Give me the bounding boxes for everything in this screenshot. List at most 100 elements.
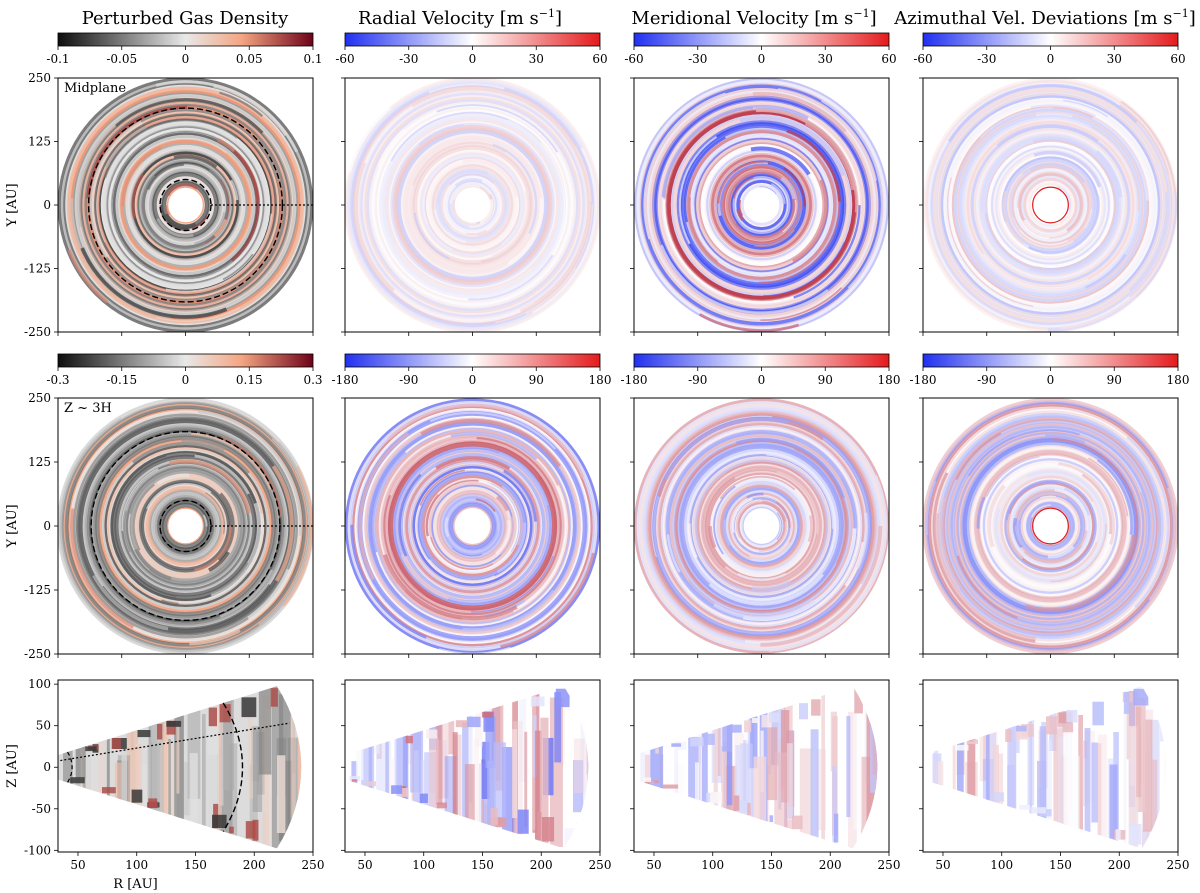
disk-ring [368, 100, 577, 310]
wedge-streak [860, 756, 871, 849]
disk-streak [643, 92, 726, 240]
disk-ring [700, 465, 823, 587]
wedge-streak [376, 740, 386, 816]
disk-ring [412, 466, 532, 586]
wedge-edge-patch [455, 720, 468, 728]
wedge-edge-patch [1046, 716, 1058, 735]
wedge-streak [1160, 686, 1167, 742]
disk-ring [986, 140, 1115, 270]
wedge-edge-patch [400, 788, 409, 798]
wedge-streak [512, 729, 518, 818]
disk-streak [139, 539, 176, 574]
disk-streak [165, 213, 273, 293]
disk-ring [693, 137, 830, 273]
disk-ring [675, 119, 848, 291]
disk-streak [436, 104, 559, 153]
wedge-streak [1152, 759, 1158, 849]
disk-streak [393, 243, 535, 294]
disk-streak [80, 247, 228, 319]
wedge-edge-patch [537, 812, 542, 840]
disk-streak [739, 116, 846, 177]
disk-streak [1002, 220, 1037, 255]
panel-1-1 [58, 78, 313, 332]
disk-streak [1058, 462, 1115, 545]
wedge-streak [832, 766, 837, 849]
disk-streak [495, 520, 511, 555]
disk-streak [471, 555, 554, 613]
disk-streak [213, 218, 228, 238]
disk-ring [439, 492, 506, 560]
disk-streak [462, 589, 555, 631]
wedge-edge-patch [495, 817, 507, 827]
disk-streak [739, 199, 744, 216]
disk-streak [480, 529, 499, 551]
colorbar-tick-label: -90 [688, 373, 707, 387]
disk-ring [95, 435, 276, 617]
disk-streak [134, 548, 172, 581]
disk-ring [1012, 167, 1089, 243]
wedge-streak [1069, 755, 1080, 849]
wedge-edge-patch [1005, 729, 1012, 742]
disk-streak [775, 501, 791, 528]
disk-streak [165, 204, 172, 216]
disk-streak [350, 524, 427, 639]
disk-streak [418, 123, 464, 146]
disk-ring [991, 467, 1110, 585]
y-tick-label: -125 [24, 262, 51, 276]
disk-streak [444, 517, 450, 538]
wedge-streak [258, 686, 272, 775]
disk-ring [683, 448, 840, 604]
disk-streak [786, 129, 841, 202]
wedge-streak [85, 715, 99, 846]
disk-ring [681, 125, 842, 285]
disk-ring [635, 79, 888, 331]
wedge-edge-patch [834, 813, 839, 843]
wedge-edge-patch [530, 696, 545, 707]
disk-streak [363, 105, 414, 164]
disk-streak [792, 179, 828, 264]
disk-streak [500, 552, 595, 649]
disk-ring [1020, 496, 1081, 556]
inner-edge [1032, 186, 1069, 224]
wedge-streak [247, 716, 250, 782]
disk-streak [766, 453, 835, 529]
disk-streak [1084, 253, 1127, 289]
disk-ring [102, 121, 269, 289]
colorbar-tick-label: 0 [1047, 52, 1055, 66]
disk-streak [105, 125, 147, 168]
disk-streak [793, 437, 844, 480]
disk-streak [229, 179, 239, 201]
wedge-edge-patch [70, 777, 85, 784]
x-tick-label: 150 [471, 858, 494, 872]
disk-ring [399, 131, 546, 279]
disk-streak [678, 135, 718, 245]
wedge-streak [1126, 691, 1137, 760]
disk-streak [1009, 169, 1032, 231]
disk-ring [84, 103, 287, 307]
wedge-streak [63, 718, 73, 849]
wedge-streak [774, 752, 787, 849]
disk-streak [468, 254, 554, 301]
disk-streak [208, 551, 230, 573]
disk-streak [651, 415, 773, 558]
disk-ring [106, 126, 265, 284]
disk-streak [1088, 457, 1129, 517]
disk-streak [419, 442, 540, 478]
disk-ring [974, 129, 1127, 282]
disk-streak [231, 149, 260, 262]
disk-streak [1047, 545, 1075, 559]
wedge-edge-patch [252, 819, 259, 841]
disk-streak [939, 497, 961, 590]
disk-streak [735, 549, 752, 561]
wedge-streak [799, 748, 812, 849]
wedge-streak [933, 686, 939, 790]
disk-streak [1126, 436, 1170, 609]
disk-streak [754, 229, 796, 247]
y-axis-label: Y [AU] [5, 183, 20, 227]
disk-streak [447, 203, 470, 230]
disk-streak [1036, 219, 1053, 228]
wedge-streak [410, 726, 422, 793]
disk-streak [704, 476, 736, 569]
disk-streak [688, 197, 719, 264]
disk-streak [247, 568, 291, 620]
